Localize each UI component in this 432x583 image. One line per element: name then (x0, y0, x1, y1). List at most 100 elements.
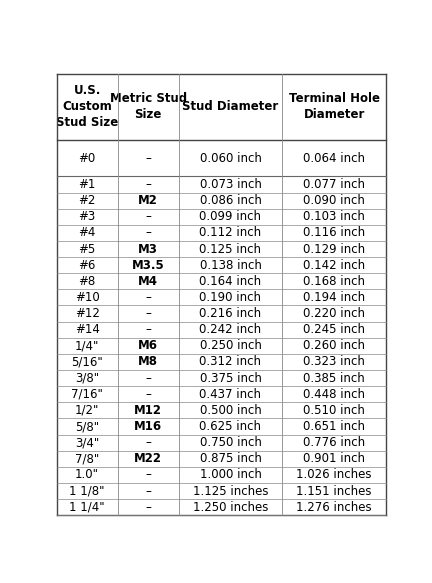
Text: 1/4": 1/4" (75, 339, 99, 352)
Text: 0.448 inch: 0.448 inch (303, 388, 365, 401)
Text: 1 1/4": 1 1/4" (70, 501, 105, 514)
Text: M22: M22 (134, 452, 162, 465)
Text: 0.112 inch: 0.112 inch (200, 226, 261, 240)
Text: 0.875 inch: 0.875 inch (200, 452, 261, 465)
Text: 0.242 inch: 0.242 inch (200, 323, 261, 336)
Text: 1.250 inches: 1.250 inches (193, 501, 268, 514)
Text: 0.510 inch: 0.510 inch (303, 404, 365, 417)
Text: 0.260 inch: 0.260 inch (303, 339, 365, 352)
Text: –: – (145, 152, 151, 164)
Text: #2: #2 (79, 194, 96, 207)
Text: –: – (145, 291, 151, 304)
Bar (57, 192, 386, 209)
Text: –: – (145, 226, 151, 240)
Text: 0.129 inch: 0.129 inch (303, 243, 365, 255)
Text: 0.651 inch: 0.651 inch (303, 420, 365, 433)
Text: 0.138 inch: 0.138 inch (200, 259, 261, 272)
Text: #3: #3 (79, 210, 96, 223)
Text: 0.245 inch: 0.245 inch (303, 323, 365, 336)
Bar (57, 483, 386, 499)
Text: 0.103 inch: 0.103 inch (303, 210, 365, 223)
Text: #6: #6 (79, 259, 96, 272)
Text: #10: #10 (75, 291, 99, 304)
Text: 0.312 inch: 0.312 inch (200, 356, 261, 368)
Bar (57, 305, 386, 322)
Bar (57, 402, 386, 419)
Text: 0.323 inch: 0.323 inch (303, 356, 365, 368)
Text: M4: M4 (138, 275, 158, 288)
Text: #4: #4 (79, 226, 96, 240)
Text: 0.250 inch: 0.250 inch (200, 339, 261, 352)
Text: 1.026 inches: 1.026 inches (296, 468, 372, 482)
Text: #12: #12 (75, 307, 100, 320)
Text: 1 1/8": 1 1/8" (70, 484, 105, 497)
Text: 0.060 inch: 0.060 inch (200, 152, 261, 164)
Text: 0.190 inch: 0.190 inch (200, 291, 261, 304)
Text: #1: #1 (79, 178, 96, 191)
Text: –: – (145, 436, 151, 449)
Text: 0.164 inch: 0.164 inch (200, 275, 261, 288)
Text: 0.750 inch: 0.750 inch (200, 436, 261, 449)
Bar (57, 289, 386, 305)
Text: 1/2": 1/2" (75, 404, 99, 417)
Text: –: – (145, 484, 151, 497)
Text: 0.385 inch: 0.385 inch (303, 371, 365, 385)
Bar (57, 273, 386, 289)
Bar (57, 257, 386, 273)
Text: 1.276 inches: 1.276 inches (296, 501, 372, 514)
Text: –: – (145, 371, 151, 385)
Text: Metric Stud
Size: Metric Stud Size (110, 92, 187, 121)
Text: –: – (145, 323, 151, 336)
Text: 0.073 inch: 0.073 inch (200, 178, 261, 191)
Text: M16: M16 (134, 420, 162, 433)
Text: 5/8": 5/8" (75, 420, 99, 433)
Text: #0: #0 (79, 152, 96, 164)
Text: 0.090 inch: 0.090 inch (303, 194, 365, 207)
Text: 0.776 inch: 0.776 inch (303, 436, 365, 449)
Text: 0.116 inch: 0.116 inch (303, 226, 365, 240)
Text: –: – (145, 501, 151, 514)
Text: 0.437 inch: 0.437 inch (200, 388, 261, 401)
Text: 0.099 inch: 0.099 inch (200, 210, 261, 223)
Bar (57, 322, 386, 338)
Text: 0.064 inch: 0.064 inch (303, 152, 365, 164)
Text: 0.086 inch: 0.086 inch (200, 194, 261, 207)
Text: 7/16": 7/16" (71, 388, 103, 401)
Bar (57, 499, 386, 515)
Bar (57, 467, 386, 483)
Text: 0.077 inch: 0.077 inch (303, 178, 365, 191)
Text: 1.000 inch: 1.000 inch (200, 468, 261, 482)
Text: #8: #8 (79, 275, 96, 288)
Bar (57, 140, 386, 177)
Text: 3/8": 3/8" (75, 371, 99, 385)
Text: M12: M12 (134, 404, 162, 417)
Text: #14: #14 (75, 323, 100, 336)
Bar (57, 209, 386, 225)
Text: 0.194 inch: 0.194 inch (303, 291, 365, 304)
Text: 0.216 inch: 0.216 inch (200, 307, 261, 320)
Text: 1.125 inches: 1.125 inches (193, 484, 268, 497)
Text: –: – (145, 210, 151, 223)
Text: 0.168 inch: 0.168 inch (303, 275, 365, 288)
Text: Terminal Hole
Diameter: Terminal Hole Diameter (289, 92, 380, 121)
Text: –: – (145, 468, 151, 482)
Text: 0.500 inch: 0.500 inch (200, 404, 261, 417)
Bar (57, 386, 386, 402)
Text: 1.0": 1.0" (75, 468, 99, 482)
Text: 1.151 inches: 1.151 inches (296, 484, 372, 497)
Text: 0.625 inch: 0.625 inch (200, 420, 261, 433)
Text: U.S.
Custom
Stud Size: U.S. Custom Stud Size (56, 84, 118, 129)
Text: 5/16": 5/16" (71, 356, 103, 368)
Text: 0.220 inch: 0.220 inch (303, 307, 365, 320)
Bar (57, 354, 386, 370)
Bar (57, 451, 386, 467)
Text: M2: M2 (138, 194, 158, 207)
Bar (57, 73, 386, 140)
Text: –: – (145, 388, 151, 401)
Bar (57, 419, 386, 434)
Text: –: – (145, 307, 151, 320)
Bar (57, 225, 386, 241)
Bar (57, 370, 386, 386)
Bar (57, 338, 386, 354)
Text: #5: #5 (79, 243, 96, 255)
